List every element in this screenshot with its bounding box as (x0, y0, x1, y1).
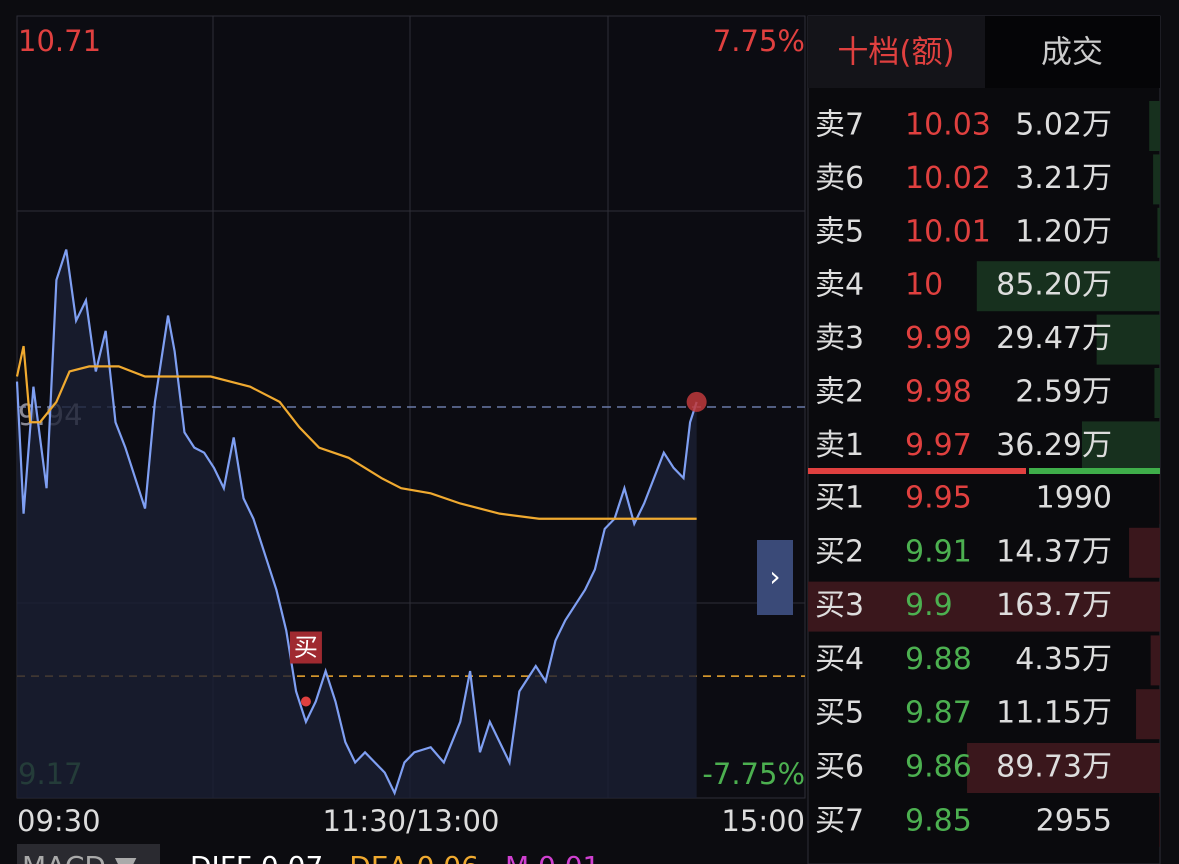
level-label: 卖3 (815, 321, 864, 356)
level-amount: 11.15万 (996, 696, 1112, 731)
level-price: 9.97 (905, 428, 972, 463)
level-amount: 89.73万 (996, 750, 1112, 785)
buy-ratio-bar (1029, 468, 1160, 474)
level-label: 买5 (815, 696, 864, 731)
depth-bar (1154, 368, 1160, 418)
indicator-bar: MACD ▼ DIFF 0.07 DEA 0.06 M 0.01 (22, 850, 600, 864)
depth-bar (967, 743, 1160, 793)
tab-active[interactable] (808, 16, 985, 88)
price-area (17, 249, 697, 798)
expand-button[interactable] (757, 540, 793, 615)
level-amount: 163.7万 (996, 588, 1112, 623)
level-amount: 2955 (1036, 803, 1112, 838)
level-label: 卖4 (815, 268, 864, 303)
level-price: 10.03 (905, 108, 991, 143)
depth-bar (1159, 796, 1160, 847)
level-label: 买2 (815, 534, 864, 569)
level-label: 买6 (815, 750, 864, 785)
level-price: 9.87 (905, 696, 972, 731)
sell-ratio-bar (808, 468, 1026, 474)
plot: 10.719.949.17买 (15, 24, 805, 798)
depth-bar (1129, 527, 1160, 578)
level-price: 9.85 (905, 803, 972, 838)
depth-bar (1153, 154, 1160, 205)
level-label: 买4 (815, 642, 864, 677)
level-label: 卖7 (815, 108, 864, 143)
x-tick-label: 15:00 (721, 804, 805, 838)
depth-bar (808, 581, 1160, 632)
level-price: 10.01 (905, 214, 991, 249)
level-amount: 1.20万 (1015, 214, 1112, 249)
depth-bar (1136, 689, 1160, 740)
y2-tick-label: 7.75% (713, 24, 805, 58)
level-amount: 1990 (1036, 481, 1112, 516)
level-label: 买3 (815, 588, 864, 623)
level-amount: 85.20万 (996, 268, 1112, 303)
level-amount: 5.02万 (1015, 108, 1112, 143)
x-tick-label: 11:30/13:00 (323, 804, 500, 838)
depth-bar (976, 261, 1160, 312)
level-label: 卖5 (815, 214, 864, 249)
level-price: 9.91 (905, 534, 972, 569)
price-line (15, 249, 698, 796)
level-label: 卖2 (815, 375, 864, 410)
price-line (15, 345, 697, 520)
depth-bar (1150, 635, 1160, 686)
indicator-value: DIFF 0.07 (190, 850, 323, 864)
level-amount: 29.47万 (996, 321, 1112, 356)
level-amount: 3.21万 (1015, 161, 1112, 196)
level-label: 买7 (815, 803, 864, 838)
depth-bar (1081, 421, 1160, 472)
indicator-select[interactable] (17, 844, 160, 864)
last-point (686, 391, 707, 412)
buy-tag-label: 买 (294, 634, 318, 662)
indicator-value: M 0.01 (505, 850, 600, 864)
buy-tag (289, 631, 322, 664)
level-label: 卖6 (815, 161, 864, 196)
expand-icon: › (769, 560, 780, 593)
level-price: 9.99 (905, 321, 972, 356)
level-price: 9.95 (905, 481, 972, 516)
y2-tick-label: -7.75% (702, 757, 805, 791)
indicator-name: MACD ▼ (22, 850, 137, 864)
level-price: 10.02 (905, 161, 991, 196)
level-price: 10 (905, 268, 943, 303)
level-label: 卖1 (815, 428, 864, 463)
y-tick-label: 10.71 (18, 24, 101, 58)
depth-bar (1096, 314, 1160, 365)
level-label: 买1 (815, 481, 864, 516)
level-price: 9.88 (905, 642, 972, 677)
level-price: 9.9 (905, 588, 953, 623)
level-amount: 14.37万 (996, 534, 1112, 569)
indicator-value: DEA 0.06 (349, 850, 479, 864)
level-price: 9.86 (905, 750, 972, 785)
depth-bar (1149, 101, 1160, 151)
level-amount: 4.35万 (1015, 642, 1112, 677)
tab-label: 成交 (1041, 35, 1103, 71)
level-amount: 2.59万 (1015, 375, 1112, 410)
depth-bar (1157, 207, 1160, 258)
buy-point (300, 696, 311, 707)
level-price: 9.98 (905, 375, 972, 410)
tab[interactable] (985, 16, 1160, 88)
x-tick-label: 09:30 (17, 804, 101, 838)
tab-label: 十档(额) (837, 35, 954, 71)
level-amount: 36.29万 (996, 428, 1112, 463)
